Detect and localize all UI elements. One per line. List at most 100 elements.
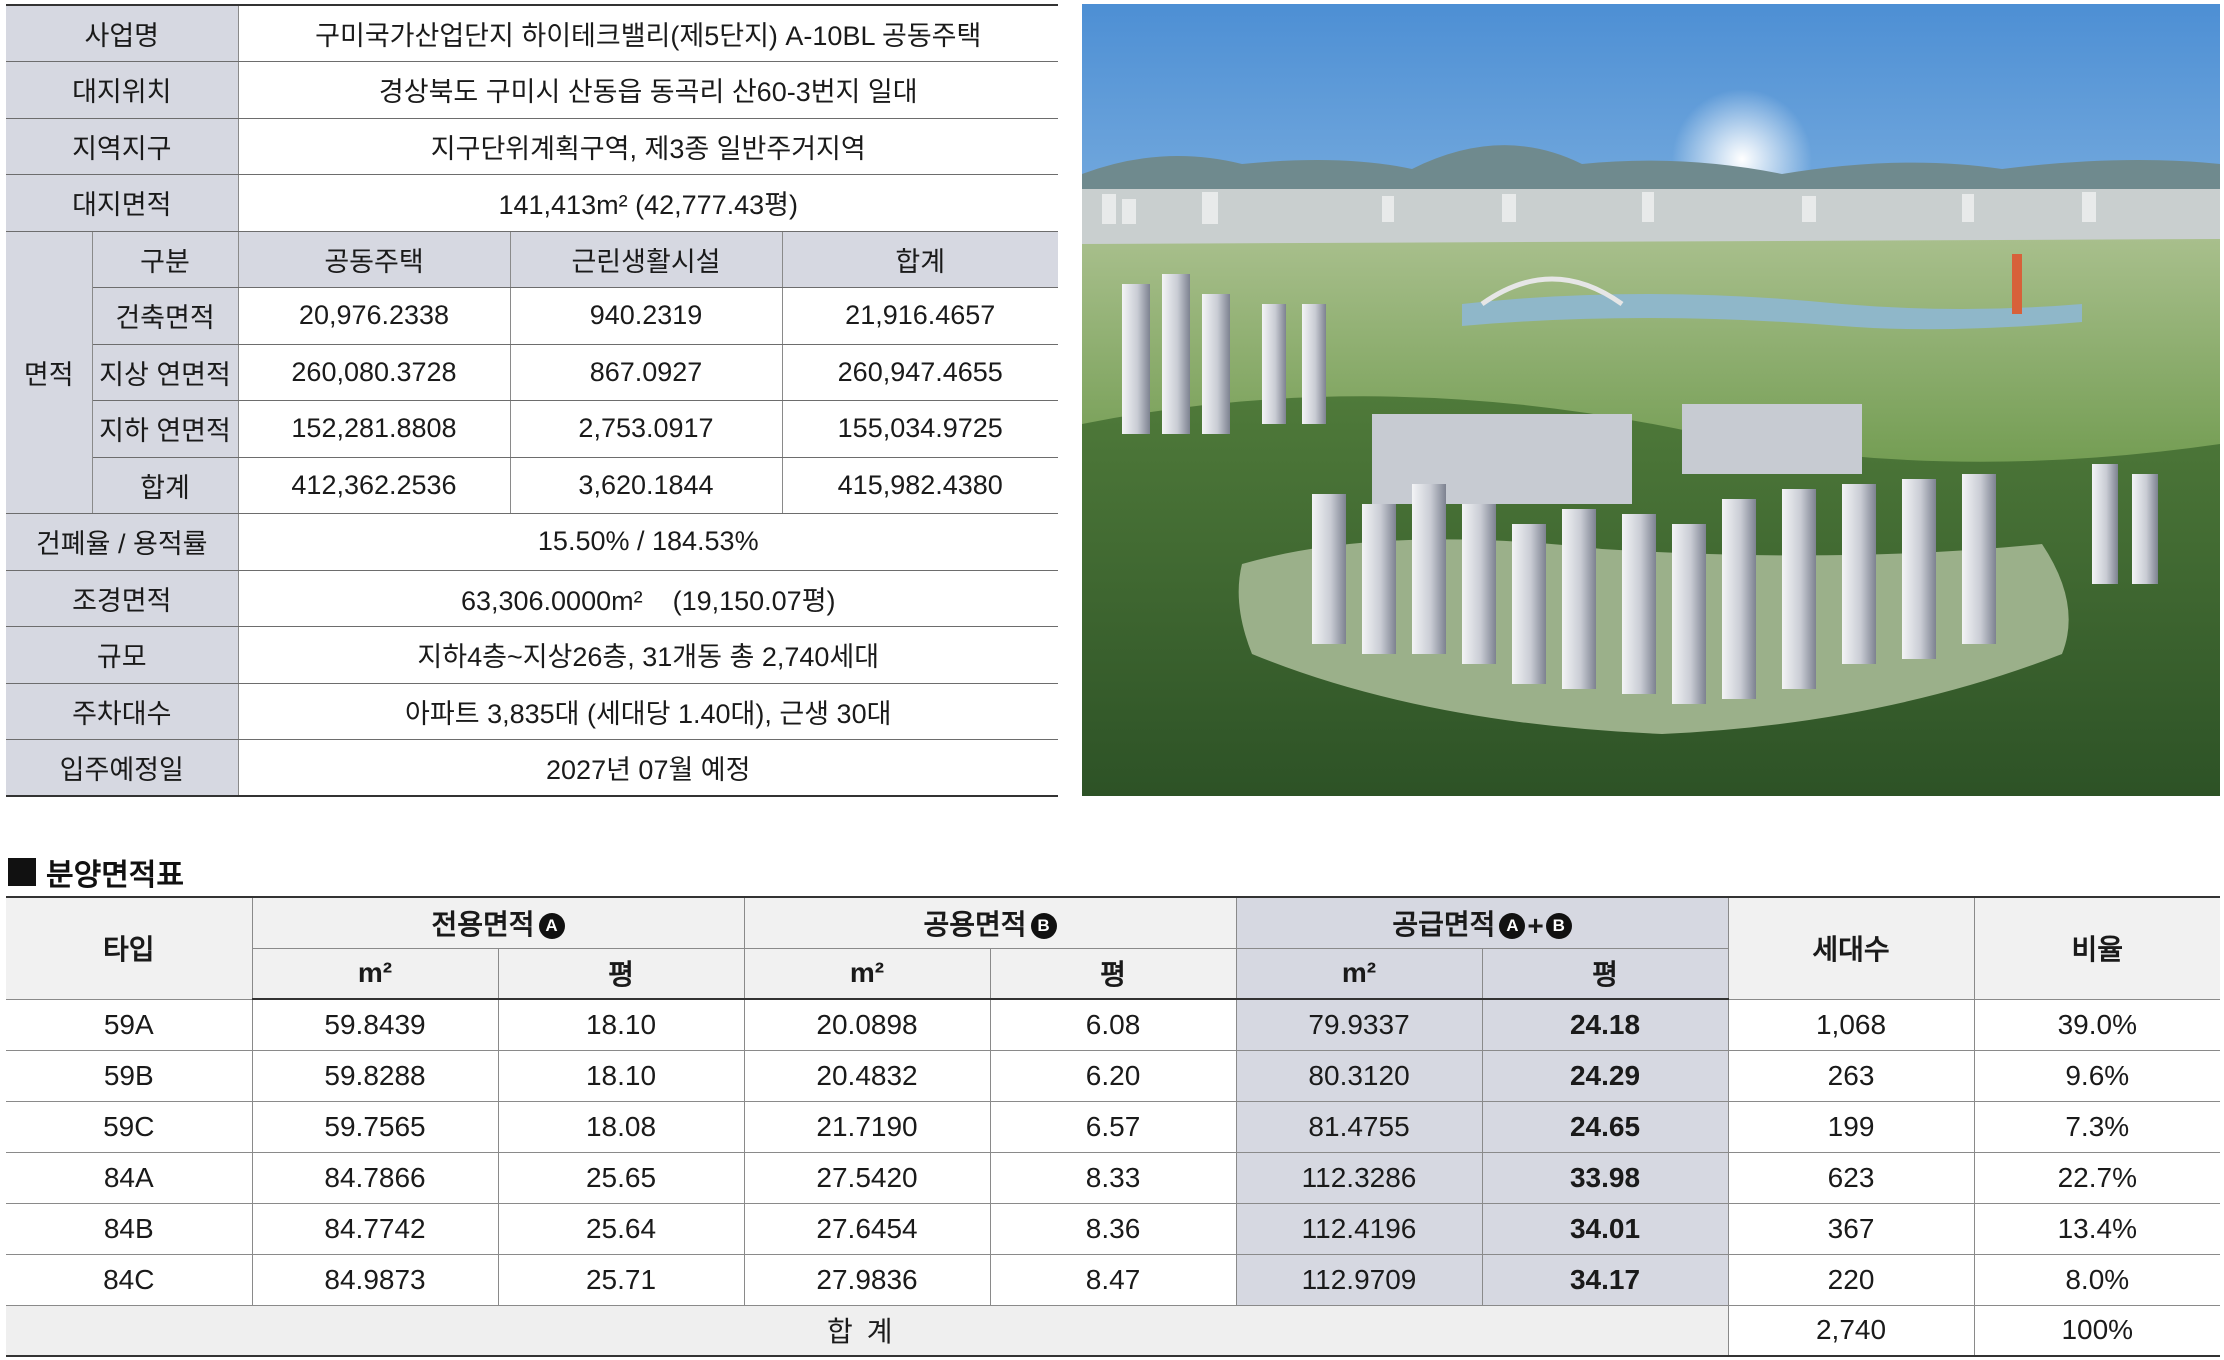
table-row: 59B 59.8288 18.10 20.4832 6.20 80.3120 24.29 26… [6, 1050, 2221, 1102]
exclusive-m2-cell: 84.7866 [251, 1152, 499, 1204]
project-overview-table: 사업명 구미국가산업단지 하이테크밸리(제5단지) A-10BL 공동주택 대지… [6, 4, 1058, 797]
exclusive-pyeong-cell: 25.65 [497, 1152, 745, 1204]
supply-m2-cell: 112.9709 [1235, 1254, 1483, 1306]
common-m2-cell: 27.9836 [743, 1254, 991, 1306]
ratio-cell: 39.0% [1973, 999, 2221, 1051]
exclusive-m2-cell: 84.9873 [251, 1254, 499, 1306]
area-row-label: 합계 [92, 456, 239, 514]
area-row-value: 412,362.2536 [237, 456, 511, 514]
area-header-housing: 공동주택 [237, 230, 511, 288]
coverage-ratio-label: 건폐율 / 용적률 [6, 513, 239, 571]
supply-m2-cell: 81.4755 [1235, 1101, 1483, 1153]
type-cell: 59C [6, 1101, 253, 1153]
ratio-cell: 13.4% [1973, 1203, 2221, 1255]
area-row: 지상 연면적 260,080.3728 867.0927 260,947.465… [6, 343, 1058, 401]
mark-b-icon: B [1545, 913, 1572, 940]
supply-area-label: 공급면적 [1392, 908, 1496, 940]
ratio-cell: 22.7% [1973, 1152, 2221, 1204]
common-m2-cell: 27.5420 [743, 1152, 991, 1204]
area-table-unit-row: m² 평 m² 평 m² 평 [6, 948, 2220, 1000]
households-cell: 263 [1727, 1050, 1975, 1102]
area-row-label: 지하 연면적 [92, 400, 239, 458]
scale-label: 규모 [6, 626, 239, 684]
landscape-area-label: 조경면적 [6, 569, 239, 627]
area-row-value: 867.0927 [509, 343, 783, 401]
mark-a-icon: A [538, 913, 565, 940]
table-row: 84C 84.9873 25.71 27.9836 8.47 112.9709 34.17 2… [6, 1254, 2221, 1306]
common-pyeong-cell: 8.33 [989, 1152, 1237, 1204]
section-title: 분양면적표 [8, 852, 184, 892]
households-cell: 1,068 [1727, 999, 1975, 1051]
exclusive-m2-cell: 59.8288 [251, 1050, 499, 1102]
land-area-value: 141,413m² (42,777.43평) [237, 174, 1058, 232]
area-row-value: 20,976.2338 [237, 287, 511, 345]
unit-pyeong-header: 평 [1481, 948, 1729, 1000]
area-table-header-row: 타입 전용면적 A 공용면적 B 공급면적 A + B 세대수 비율 [6, 896, 2221, 1000]
exclusive-area-header: 전용면적 A [251, 896, 745, 949]
households-cell: 220 [1727, 1254, 1975, 1306]
exclusive-pyeong-cell: 25.71 [497, 1254, 745, 1306]
move-in-value: 2027년 07월 예정 [237, 739, 1058, 797]
total-row: 합계 2,740 100% [6, 1305, 2221, 1357]
area-row-value: 260,080.3728 [237, 343, 511, 401]
households-cell: 199 [1727, 1101, 1975, 1153]
exclusive-pyeong-cell: 18.10 [497, 1050, 745, 1102]
aerial-view-image [1082, 4, 2220, 796]
exclusive-pyeong-cell: 25.64 [497, 1203, 745, 1255]
total-ratio: 100% [1973, 1305, 2221, 1357]
area-row-value: 260,947.4655 [781, 343, 1058, 401]
section-bullet-icon [8, 858, 36, 886]
supply-area-header: 공급면적 A + B [1235, 896, 1729, 949]
table-row: 84A 84.7866 25.65 27.5420 8.33 112.3286 33.98 6… [6, 1152, 2221, 1204]
landscape-area-row: 조경면적 63,306.0000m² (19,150.07평) [6, 569, 1058, 627]
move-in-row: 입주예정일 2027년 07월 예정 [6, 739, 1058, 797]
project-name-value: 구미국가산업단지 하이테크밸리(제5단지) A-10BL 공동주택 [237, 4, 1058, 62]
unit-pyeong-header: 평 [989, 948, 1237, 1000]
mark-a-icon: A [1499, 913, 1526, 940]
households-cell: 367 [1727, 1203, 1975, 1255]
table-row: 84B 84.7742 25.64 27.6454 8.36 112.4196 34.01 3… [6, 1203, 2221, 1255]
type-cell: 59A [6, 999, 253, 1051]
common-pyeong-cell: 6.57 [989, 1101, 1237, 1153]
scale-row: 규모 지하4층~지상26층, 31개동 총 2,740세대 [6, 626, 1058, 684]
type-cell: 59B [6, 1050, 253, 1102]
table-row: 59C 59.7565 18.08 21.7190 6.57 81.4755 24.65 19… [6, 1101, 2221, 1153]
area-row: 합계 412,362.2536 3,620.1844 415,982.4380 [6, 456, 1058, 514]
land-area-row: 대지면적 141,413m² (42,777.43평) [6, 174, 1058, 232]
supply-pyeong-cell: 24.29 [1481, 1050, 1729, 1102]
common-area-header: 공용면적 B [743, 896, 1237, 949]
unit-m2-header: m² [252, 948, 499, 1000]
area-row-value: 21,916.4657 [781, 287, 1058, 345]
parking-label: 주차대수 [6, 682, 239, 740]
common-m2-cell: 20.0898 [743, 999, 991, 1051]
area-row-label: 지상 연면적 [92, 343, 239, 401]
area-row-value: 415,982.4380 [781, 456, 1058, 514]
area-header-row: 면적 구분 공동주택 근린생활시설 합계 [6, 230, 1058, 514]
section-title-text: 분양면적표 [46, 859, 184, 892]
area-header-category: 구분 [91, 230, 239, 288]
unit-m2-header: m² [743, 948, 991, 1000]
plus-sign: + [1527, 910, 1544, 942]
unit-m2-header: m² [1235, 948, 1483, 1000]
area-row-value: 940.2319 [509, 287, 783, 345]
total-households: 2,740 [1727, 1305, 1975, 1357]
ratio-header: 비율 [1973, 896, 2221, 1000]
supply-pyeong-cell: 33.98 [1481, 1152, 1729, 1204]
landscape-area-value: 63,306.0000m² (19,150.07평) [237, 569, 1058, 627]
table-row: 59A 59.8439 18.10 20.0898 6.08 79.9337 24.18 1,… [6, 999, 2221, 1051]
area-row-value: 152,281.8808 [237, 400, 511, 458]
mark-b-icon: B [1030, 913, 1057, 940]
area-table-body: 59A 59.8439 18.10 20.0898 6.08 79.9337 24.18 1,… [6, 999, 2221, 1306]
zone-value: 지구단위계획구역, 제3종 일반주거지역 [237, 117, 1058, 175]
area-row-value: 155,034.9725 [781, 400, 1058, 458]
scale-value: 지하4층~지상26층, 31개동 총 2,740세대 [237, 626, 1058, 684]
supply-pyeong-cell: 24.18 [1481, 999, 1729, 1051]
exclusive-m2-cell: 59.7565 [251, 1101, 499, 1153]
area-row: 건축면적 20,976.2338 940.2319 21,916.4657 [6, 287, 1058, 345]
zone-label: 지역지구 [6, 117, 239, 175]
area-group-label: 면적 [6, 230, 93, 514]
exclusive-pyeong-cell: 18.10 [497, 999, 745, 1051]
area-header-retail: 근린생활시설 [509, 230, 783, 288]
common-pyeong-cell: 6.20 [989, 1050, 1237, 1102]
area-row: 지하 연면적 152,281.8808 2,753.0917 155,034.9… [6, 400, 1058, 458]
